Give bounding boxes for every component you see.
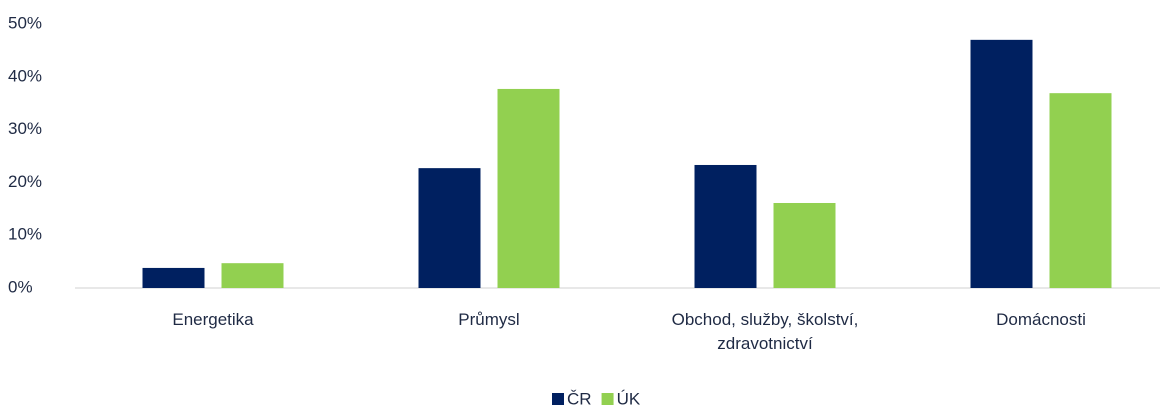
bar (418, 168, 481, 288)
bar (773, 202, 836, 288)
bar (1049, 93, 1112, 288)
x-tick-label: Průmysl (458, 310, 520, 329)
legend-swatch (601, 393, 614, 405)
x-tick-label: Energetika (172, 310, 254, 329)
bar (970, 39, 1033, 289)
y-tick-label: 10% (8, 225, 42, 244)
legend-label: ČR (567, 389, 592, 408)
x-tick-label: Domácnosti (996, 310, 1086, 329)
x-tick-label: Obchod, služby, školství, zdravotnictví (671, 310, 859, 353)
legend-swatch (552, 393, 564, 405)
legend-label: ÚK (617, 389, 641, 408)
bar (142, 267, 205, 288)
bar (221, 263, 284, 288)
bar (497, 88, 560, 288)
y-tick-label: 50% (8, 13, 42, 32)
bar (694, 164, 757, 288)
y-tick-label: 40% (8, 66, 42, 85)
y-tick-label: 30% (8, 119, 42, 138)
y-tick-label: 0% (8, 277, 33, 296)
y-tick-label: 20% (8, 172, 42, 191)
